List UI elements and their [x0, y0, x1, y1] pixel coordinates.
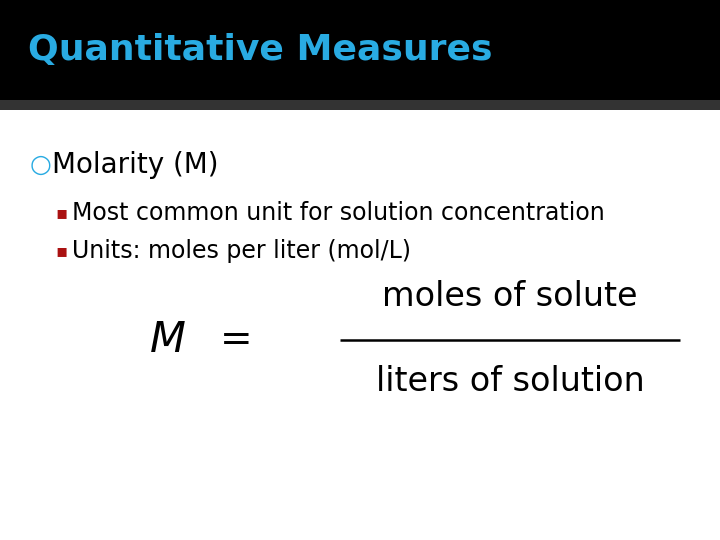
Text: =: =: [220, 321, 253, 359]
Text: Units: moles per liter (mol/L): Units: moles per liter (mol/L): [72, 239, 411, 262]
Text: ○: ○: [30, 153, 52, 177]
Text: M: M: [150, 319, 186, 361]
Text: moles of solute: moles of solute: [382, 280, 638, 313]
Text: liters of solution: liters of solution: [376, 365, 644, 398]
Text: ▪: ▪: [55, 241, 67, 260]
Bar: [0, 100, 720, 110]
Text: Molarity (M): Molarity (M): [52, 151, 218, 179]
Bar: [0, 0, 720, 100]
Text: ▪: ▪: [55, 204, 67, 221]
Text: Most common unit for solution concentration: Most common unit for solution concentrat…: [72, 201, 605, 225]
Text: Quantitative Measures: Quantitative Measures: [28, 33, 492, 67]
